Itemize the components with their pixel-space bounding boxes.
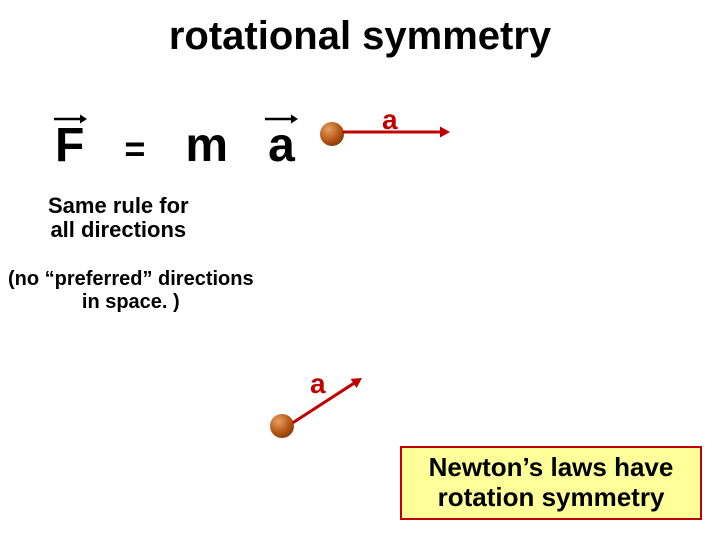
a-label: a (382, 104, 398, 136)
equation-equals: = (124, 128, 145, 169)
title-text: rotational symmetry (169, 14, 551, 58)
acceleration-arrow-icon (270, 376, 271, 377)
equation-fma: F = m a (55, 118, 295, 173)
equation-space2 (159, 119, 172, 172)
subtitle-same-rule: Same rule for all directions (48, 194, 189, 242)
equation-space3 (241, 119, 254, 172)
ball-icon (320, 122, 344, 146)
callout-newtons-laws: Newton’s laws have rotation symmetry (400, 446, 702, 520)
a-label-text: a (310, 368, 326, 399)
a-label: a (310, 368, 326, 400)
callout-content: Newton’s laws have rotation symmetry (429, 453, 674, 513)
vector-arrow-F-icon (53, 112, 87, 126)
subtitle1-line2: all directions (50, 217, 186, 242)
equation-space1 (98, 119, 111, 172)
vector-arrow-a-icon (264, 112, 298, 126)
page-title: rotational symmetry (0, 14, 720, 59)
subtitle2-line2: in space. ) (82, 291, 180, 313)
callout-line1: Newton’s laws have (429, 452, 674, 482)
equation-F: F (55, 118, 84, 173)
equation-a: a (268, 118, 295, 173)
a-label-text: a (382, 104, 398, 135)
equation-m: m (185, 119, 228, 172)
subtitle1-line1: Same rule for (48, 193, 189, 218)
ball-icon (270, 414, 294, 438)
equation-F-text: F (55, 119, 84, 172)
equation-a-text: a (268, 119, 295, 172)
subtitle2-line1: (no “preferred” directions (8, 268, 254, 290)
callout-line2: rotation symmetry (438, 482, 665, 512)
acceleration-arrow-icon (320, 118, 321, 119)
subtitle-no-preferred: (no “preferred” directions in space. ) (8, 268, 254, 314)
